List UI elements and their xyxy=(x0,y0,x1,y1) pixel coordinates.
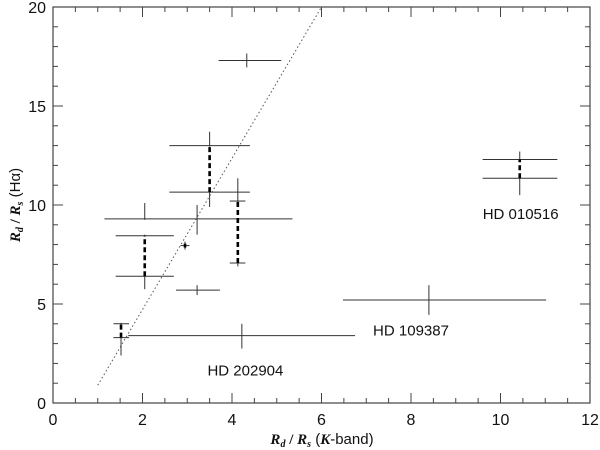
data-point xyxy=(104,203,293,220)
y-tick-label: 5 xyxy=(37,297,46,314)
star-label: HD 010516 xyxy=(483,206,559,223)
data-point xyxy=(128,323,356,349)
data-point xyxy=(482,177,558,196)
data-point xyxy=(113,336,130,356)
y-tick-label: 20 xyxy=(28,0,46,17)
x-tick-label: 12 xyxy=(581,412,599,429)
data-point xyxy=(115,275,174,290)
error-bars xyxy=(104,53,558,356)
star-annotations: HD 010516 HD 109387 HD 202904 xyxy=(207,206,558,379)
reference-line xyxy=(97,6,322,386)
axis-ticks xyxy=(52,6,591,404)
data-point xyxy=(342,285,547,315)
x-tick-label: 10 xyxy=(492,412,510,429)
data-point xyxy=(169,131,250,147)
data-point xyxy=(113,322,130,325)
star-label: HD 202904 xyxy=(207,362,283,379)
y-axis-title: Rd / Rs (Hα) xyxy=(7,168,26,243)
data-point xyxy=(176,285,220,296)
dashed-connectors xyxy=(119,145,522,338)
y-tick-label: 10 xyxy=(28,198,46,215)
x-tick-label: 8 xyxy=(407,412,416,429)
x-tick-label: 4 xyxy=(228,412,237,429)
x-axis-title: Rd / Rs (K-band) xyxy=(269,431,373,450)
y-tick-label: 0 xyxy=(37,396,46,413)
data-point xyxy=(229,178,246,203)
x-tick-label: 2 xyxy=(138,412,147,429)
x-tick-label: 6 xyxy=(317,412,326,429)
star-label: HD 109387 xyxy=(373,323,449,340)
dotted-one-to-one-line xyxy=(97,6,322,386)
axis-tick-labels: 0 2 4 6 8 10 12 0 5 10 15 20 xyxy=(28,0,599,429)
y-tick-label: 15 xyxy=(28,99,46,116)
data-point xyxy=(218,53,282,68)
x-tick-label: 0 xyxy=(49,412,58,429)
data-point xyxy=(482,151,558,161)
